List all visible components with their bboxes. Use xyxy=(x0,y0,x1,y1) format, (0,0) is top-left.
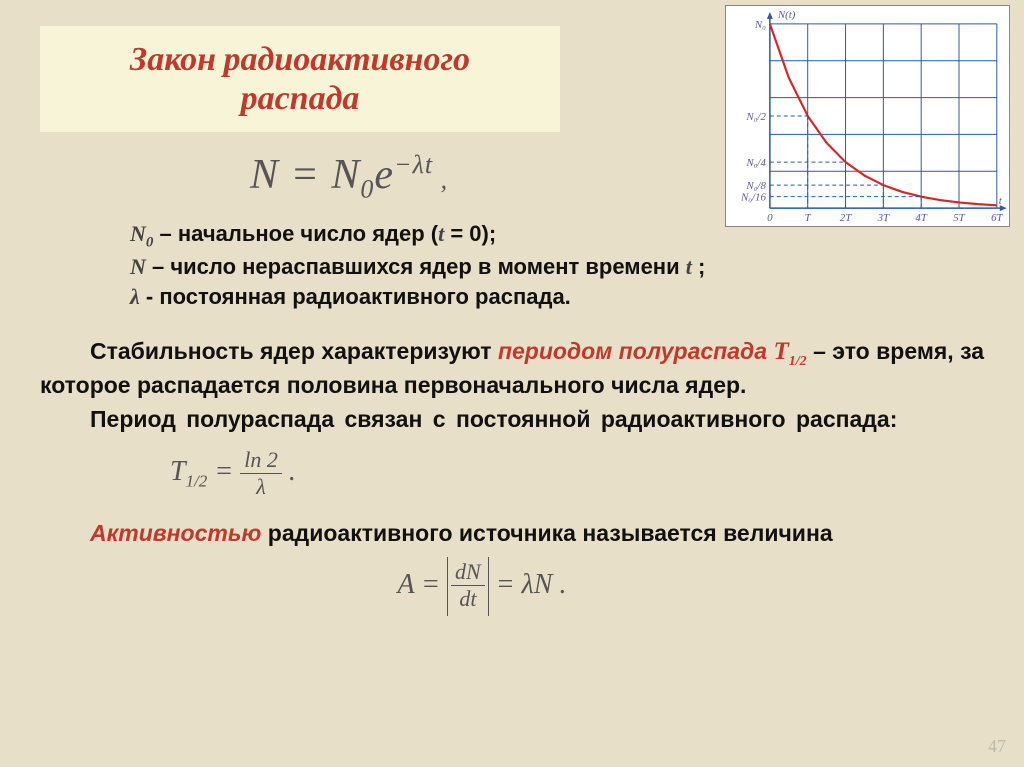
svg-text:6T: 6T xyxy=(991,212,1003,224)
def-n: N – число нераспавшихся ядер в момент вр… xyxy=(130,252,984,282)
slide-title: Закон радиоактивного распада xyxy=(70,40,530,118)
svg-text:N₀: N₀ xyxy=(754,19,766,31)
relation-paragraph: Период полураспада связан с постоянной р… xyxy=(40,405,984,435)
svg-text:T: T xyxy=(805,212,812,224)
svg-text:N(t): N(t) xyxy=(777,9,796,21)
svg-text:4T: 4T xyxy=(915,212,927,224)
svg-text:N₀/8: N₀/8 xyxy=(745,180,766,192)
svg-text:0: 0 xyxy=(767,212,773,224)
svg-text:5T: 5T xyxy=(953,212,965,224)
slide-title-box: Закон радиоактивного распада xyxy=(40,26,560,132)
svg-text:N₀/4: N₀/4 xyxy=(745,157,766,169)
activity-formula: A = dNdt = λN . xyxy=(0,557,984,616)
definitions-block: N0 – начальное число ядер (t = 0); N – ч… xyxy=(130,219,984,312)
half-life-formula: T1/2 = ln 2λ . xyxy=(170,447,984,500)
svg-text:N₀/16: N₀/16 xyxy=(740,192,767,204)
def-lambda: λ - постоянная радиоактивного распада. xyxy=(130,282,984,312)
svg-text:2T: 2T xyxy=(840,212,852,224)
activity-paragraph: Активностью радиоактивного источника наз… xyxy=(40,520,984,547)
half-life-paragraph: Стабильность ядер характеризуют периодом… xyxy=(40,336,984,401)
svg-text:3T: 3T xyxy=(877,212,890,224)
decay-curve-chart: N₀N₀/2N₀/4N₀/8N₀/160T2T3T4T5T6TN(t)t xyxy=(725,5,1010,227)
svg-text:N₀/2: N₀/2 xyxy=(745,111,766,123)
page-number: 47 xyxy=(988,736,1006,757)
